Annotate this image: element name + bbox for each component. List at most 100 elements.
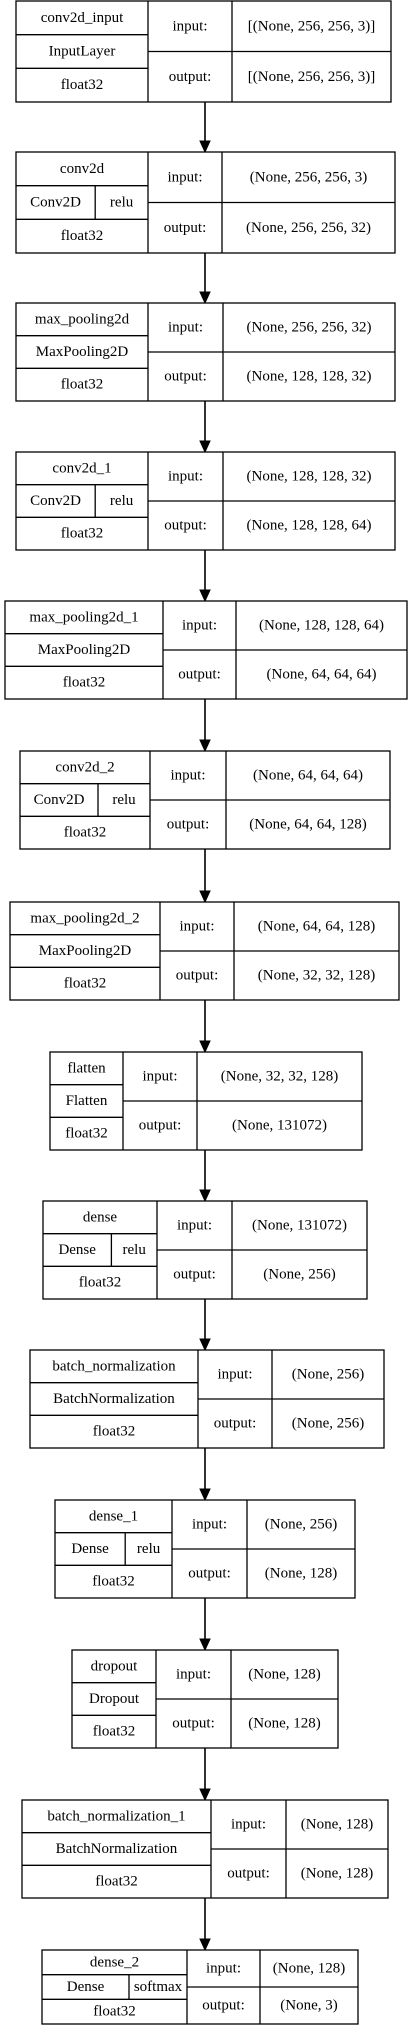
- layer-type: Flatten: [66, 1093, 108, 1109]
- input-shape: (None, 128): [248, 1667, 320, 1683]
- output-shape: (None, 256): [263, 1267, 335, 1283]
- arrow-head-icon: [200, 1939, 210, 1950]
- layer-node-dense_1: dense_1 Dense relu float32 input: output: (Non…: [55, 1500, 355, 1598]
- layer-name: conv2d_1: [52, 460, 111, 476]
- layer-node-conv2d_input: conv2d_input InputLayer float32 input: outpu…: [16, 1, 391, 102]
- input-label: input:: [168, 320, 203, 336]
- layer-type: BatchNormalization: [53, 1391, 175, 1407]
- output-label: output:: [227, 1866, 270, 1882]
- edge-arrow: [200, 849, 210, 902]
- output-label: output:: [169, 69, 212, 85]
- layer-type: Dense: [58, 1242, 96, 1258]
- layer-dtype: float32: [61, 526, 104, 542]
- layer-name: dense: [83, 1209, 117, 1225]
- output-label: output:: [164, 518, 207, 534]
- arrow-head-icon: [200, 1489, 210, 1500]
- layer-node-dense_2: dense_2 Dense softmax float32 input: output: (…: [42, 1950, 358, 2024]
- layer-type: Conv2D: [30, 195, 81, 211]
- output-shape: (None, 128, 128, 64): [247, 518, 372, 534]
- layer-type: MaxPooling2D: [38, 642, 131, 658]
- layer-type: InputLayer: [49, 44, 116, 60]
- layer-node-conv2d_2: conv2d_2 Conv2D relu float32 input: output: (N…: [20, 751, 390, 849]
- layer-dtype: float32: [65, 1126, 108, 1142]
- layer-dtype: float32: [63, 675, 106, 691]
- output-label: output:: [176, 968, 219, 984]
- layer-node-dense: dense Dense relu float32 input: output: (None,…: [43, 1201, 367, 1299]
- input-shape: (None, 131072): [252, 1218, 347, 1234]
- output-label: output:: [173, 1267, 216, 1283]
- input-label: input:: [177, 1218, 212, 1234]
- layer-name: max_pooling2d_1: [29, 609, 138, 625]
- input-shape: (None, 64, 64, 64): [253, 768, 363, 784]
- output-label: output:: [202, 1998, 245, 2014]
- layer-node-max_pooling2d: max_pooling2d MaxPooling2D float32 input: ou…: [16, 303, 395, 401]
- input-label: input:: [142, 1069, 177, 1085]
- edge-arrow: [200, 1598, 210, 1650]
- edge-arrow: [200, 1150, 210, 1201]
- input-shape: (None, 256, 256, 32): [247, 320, 372, 336]
- layer-type: MaxPooling2D: [39, 943, 132, 959]
- edge-arrow: [200, 1748, 210, 1800]
- layer-dtype: float32: [61, 228, 104, 244]
- output-shape: (None, 64, 64, 64): [267, 667, 377, 683]
- layer-node-conv2d: conv2d Conv2D relu float32 input: output: (Non…: [16, 152, 395, 253]
- layer-name: dropout: [91, 1658, 138, 1674]
- input-shape: (None, 128, 128, 64): [259, 618, 384, 634]
- layer-activation: softmax: [134, 1979, 183, 1995]
- input-label: input:: [231, 1817, 266, 1833]
- input-label: input:: [170, 768, 205, 784]
- layer-type: BatchNormalization: [56, 1841, 178, 1857]
- layer-type: MaxPooling2D: [36, 344, 129, 360]
- layer-activation: relu: [137, 1541, 161, 1557]
- input-shape: (None, 256, 256, 3): [250, 169, 367, 185]
- layer-type: Dropout: [89, 1691, 140, 1707]
- layer-activation: relu: [112, 792, 136, 808]
- arrow-head-icon: [200, 740, 210, 751]
- arrow-head-icon: [200, 1639, 210, 1650]
- layer-name: flatten: [67, 1060, 106, 1076]
- input-shape: (None, 256): [292, 1367, 364, 1383]
- output-shape: (None, 256, 256, 32): [246, 220, 371, 236]
- output-shape: (None, 32, 32, 128): [258, 968, 375, 984]
- input-label: input:: [176, 1667, 211, 1683]
- layer-dtype: float32: [93, 1424, 136, 1440]
- layer-node-batch_normalization: batch_normalization BatchNormalization flo…: [30, 1350, 384, 1448]
- output-shape: (None, 131072): [232, 1118, 327, 1134]
- output-label: output:: [188, 1566, 231, 1582]
- layer-type: Dense: [71, 1541, 109, 1557]
- arrow-head-icon: [200, 441, 210, 452]
- layer-activation: relu: [123, 1242, 147, 1258]
- layer-name: conv2d_input: [41, 10, 124, 26]
- layer-node-max_pooling2d_1: max_pooling2d_1 MaxPooling2D float32 input:…: [5, 601, 407, 699]
- layer-dtype: float32: [93, 1724, 136, 1740]
- output-label: output:: [172, 1716, 215, 1732]
- output-shape: (None, 3): [280, 1998, 337, 2014]
- edge-arrow: [200, 550, 210, 601]
- layer-name: conv2d_2: [55, 759, 114, 775]
- output-shape: (None, 128): [301, 1866, 373, 1882]
- layer-dtype: float32: [79, 1275, 122, 1291]
- layer-name: batch_normalization_1: [47, 1808, 185, 1824]
- layer-name: conv2d: [60, 161, 105, 177]
- output-label: output:: [167, 817, 210, 833]
- input-label: input:: [192, 1517, 227, 1533]
- output-label: output:: [164, 369, 207, 385]
- arrow-head-icon: [200, 1190, 210, 1201]
- input-shape: (None, 32, 32, 128): [221, 1069, 338, 1085]
- output-shape: (None, 128, 128, 32): [247, 369, 372, 385]
- output-shape: (None, 128): [248, 1716, 320, 1732]
- output-label: output:: [178, 667, 221, 683]
- layer-dtype: float32: [64, 976, 107, 992]
- layer-node-batch_normalization_1: batch_normalization_1 BatchNormalization f…: [22, 1800, 388, 1898]
- arrow-head-icon: [200, 292, 210, 303]
- output-label: output:: [164, 220, 207, 236]
- layer-node-flatten: flatten Flatten float32 input: output: (None,…: [50, 1052, 362, 1150]
- edge-arrow: [200, 253, 210, 303]
- layer-dtype: float32: [95, 1874, 138, 1890]
- output-shape: [(None, 256, 256, 3)]: [248, 69, 375, 85]
- input-label: input:: [206, 1961, 241, 1977]
- edge-arrow: [200, 1898, 210, 1950]
- layer-dtype: float32: [61, 77, 104, 93]
- input-label: input:: [182, 618, 217, 634]
